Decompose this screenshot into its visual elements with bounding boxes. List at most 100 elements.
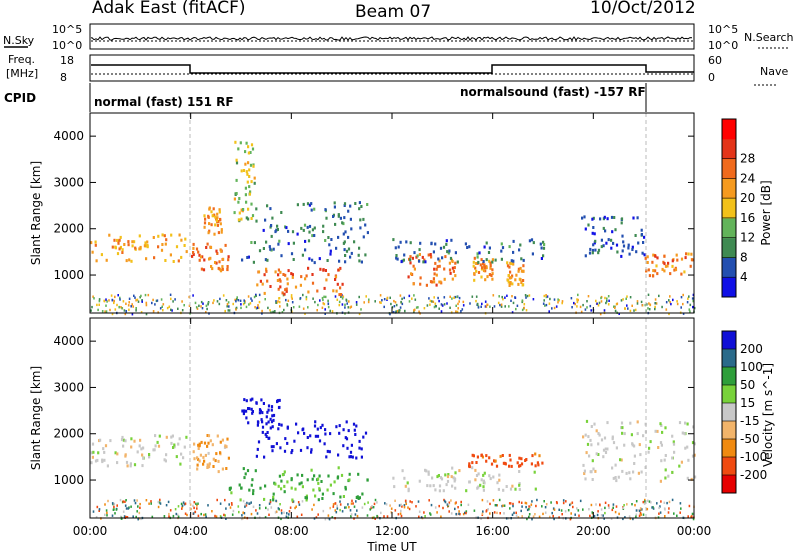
echo-cell-region-10 bbox=[610, 246, 613, 250]
echo-cell-region-1 bbox=[208, 465, 211, 469]
echo-cell-region-1 bbox=[206, 463, 209, 467]
time-axis-label: Time UT bbox=[366, 540, 417, 554]
echo-cell-region-6 bbox=[413, 267, 416, 271]
echo-cell-region-11 bbox=[663, 269, 666, 273]
echo-cell-region-3 bbox=[326, 449, 329, 453]
echo-cell-region-9 bbox=[454, 251, 457, 255]
echo-cell-region-0 bbox=[124, 454, 127, 458]
echo-cell-region-7 bbox=[489, 264, 492, 267]
noise-echo-cell bbox=[538, 515, 541, 518]
echo-cell-region-5 bbox=[476, 486, 479, 490]
echo-cell-region-8 bbox=[515, 273, 518, 277]
echo-cell-region-1 bbox=[217, 470, 220, 474]
noise-echo-cell bbox=[267, 306, 269, 310]
echo-cell-region-5 bbox=[304, 248, 307, 252]
echo-cell-region-4 bbox=[286, 277, 289, 281]
noise-echo-cell bbox=[450, 499, 452, 502]
echo-cell-region-7 bbox=[671, 456, 674, 460]
echo-cell-region-5 bbox=[366, 203, 369, 206]
noise-echo-cell bbox=[454, 502, 457, 505]
echo-cell-region-1 bbox=[212, 457, 215, 461]
noise-echo-cell bbox=[446, 302, 448, 305]
noise-echo-cell bbox=[521, 515, 523, 518]
noise-echo-cell bbox=[180, 502, 183, 506]
noise-echo-cell bbox=[235, 306, 238, 310]
echo-cell-region-3 bbox=[252, 164, 255, 168]
echo-cell-region-5 bbox=[407, 489, 410, 493]
colorbar-swatch bbox=[722, 119, 736, 140]
echo-cell-region-11 bbox=[671, 259, 674, 263]
echo-cell-region-2 bbox=[270, 405, 274, 409]
echo-cell-region-6 bbox=[432, 277, 435, 281]
noise-echo-cell bbox=[404, 309, 406, 313]
noise-echo-cell bbox=[403, 506, 406, 509]
echo-cell-region-7 bbox=[593, 422, 596, 426]
echo-cell-region-3 bbox=[244, 193, 247, 197]
noise-echo-cell bbox=[652, 507, 655, 510]
echo-cell-region-2 bbox=[204, 217, 207, 221]
echo-cell-region-3 bbox=[316, 434, 320, 438]
echo-cell-region-1 bbox=[220, 249, 223, 253]
noise-echo-cell bbox=[544, 304, 546, 307]
noise-echo-cell bbox=[115, 508, 118, 511]
echo-cell-region-1 bbox=[209, 246, 213, 249]
noise-echo-cell bbox=[576, 300, 579, 304]
echo-cell-region-4 bbox=[323, 286, 326, 290]
noise-echo-cell bbox=[574, 513, 576, 516]
noise-echo-cell bbox=[358, 295, 360, 299]
noise-echo-cell bbox=[588, 508, 590, 511]
echo-cell-region-3 bbox=[346, 446, 349, 450]
echo-cell-region-6 bbox=[508, 453, 511, 457]
echo-cell-region-5 bbox=[509, 487, 513, 491]
echo-cell-region-4 bbox=[307, 266, 310, 270]
noise-echo-cell bbox=[438, 307, 440, 310]
noise-echo-cell bbox=[434, 302, 437, 305]
echo-cell-region-5 bbox=[446, 479, 450, 483]
echo-cell-region-3 bbox=[233, 211, 236, 215]
echo-cell-region-1 bbox=[211, 443, 214, 447]
noise-echo-cell bbox=[691, 297, 694, 300]
echo-cell-region-4 bbox=[291, 273, 294, 277]
echo-cell-region-0 bbox=[138, 234, 141, 238]
noise-echo-cell bbox=[434, 506, 437, 509]
echo-cell-region-5 bbox=[534, 487, 537, 491]
echo-cell-region-4 bbox=[348, 472, 351, 476]
noise-echo-cell bbox=[250, 512, 253, 516]
echo-cell-region-0 bbox=[130, 445, 133, 449]
noise-echo-cell bbox=[433, 296, 435, 299]
echo-cell-region-9 bbox=[482, 260, 485, 263]
noise-echo-cell bbox=[258, 507, 261, 510]
noise-echo-cell bbox=[255, 294, 257, 297]
echo-cell-region-4 bbox=[257, 270, 261, 274]
noise-echo-cell bbox=[398, 309, 400, 312]
echo-cell-region-5 bbox=[333, 205, 336, 209]
echo-cell-region-4 bbox=[281, 291, 284, 295]
echo-cell-region-0 bbox=[133, 240, 136, 244]
colorbar-swatch bbox=[722, 158, 736, 179]
noise-echo-cell bbox=[525, 502, 528, 505]
noise-echo-cell bbox=[352, 502, 354, 505]
noise-echo-cell bbox=[558, 299, 560, 302]
echo-cell-region-6 bbox=[509, 458, 512, 462]
echo-cell-region-7 bbox=[629, 477, 632, 481]
echo-cell-region-7 bbox=[664, 476, 667, 480]
noise-echo-cell bbox=[205, 311, 207, 314]
noise-echo-cell bbox=[400, 509, 402, 513]
noise-echo-cell bbox=[428, 499, 430, 502]
noise-echo-cell bbox=[635, 515, 637, 518]
echo-cell-region-1 bbox=[208, 462, 211, 466]
echo-cell-region-3 bbox=[278, 422, 281, 426]
echo-cell-region-3 bbox=[271, 449, 274, 453]
noise-echo-cell bbox=[590, 503, 593, 507]
velocity-echo-layer bbox=[90, 397, 697, 521]
echo-cell-region-3 bbox=[238, 197, 241, 200]
echo-cell-region-4 bbox=[281, 473, 284, 477]
echo-cell-region-9 bbox=[540, 257, 543, 260]
echo-cell-region-7 bbox=[654, 429, 657, 433]
echo-cell-region-4 bbox=[361, 492, 364, 496]
noise-echo-cell bbox=[423, 511, 425, 514]
noise-echo-cell bbox=[641, 304, 644, 307]
noise-echo-cell bbox=[278, 300, 281, 304]
echo-cell-region-9 bbox=[522, 258, 525, 262]
